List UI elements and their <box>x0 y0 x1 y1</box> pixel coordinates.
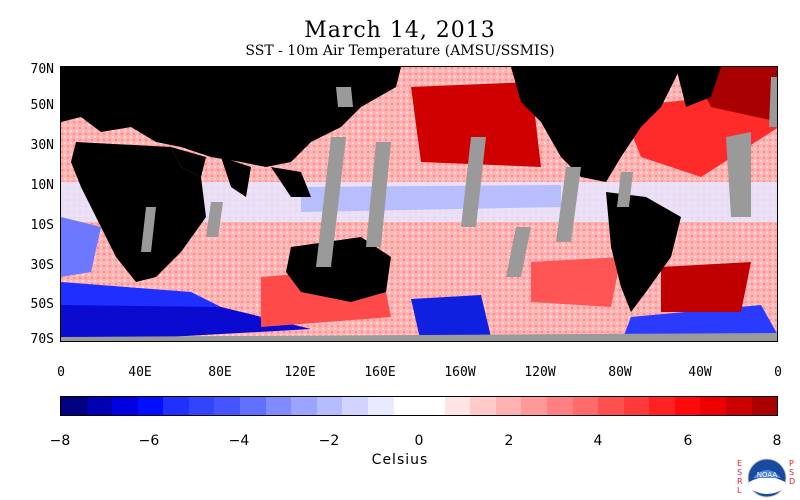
lon-label-80w: 80W <box>608 365 632 380</box>
colorbar-cell <box>444 397 471 415</box>
nodata-swath-3 <box>461 137 486 227</box>
colorbar-cell <box>521 397 547 415</box>
colorbar-cell <box>342 397 368 415</box>
pacific-cool-band <box>301 185 561 212</box>
colorbar-cell <box>214 397 241 415</box>
landmass-greenland <box>676 67 721 107</box>
landmass-seasia <box>271 167 311 197</box>
landmass-north-america <box>511 67 681 182</box>
colorbar-tick-neg4: −4 <box>228 433 250 449</box>
lat-label-30s: 30S <box>30 258 54 273</box>
colorbar-cell <box>316 397 343 415</box>
landmass-africa <box>71 142 206 282</box>
nodata-swath-2 <box>366 142 391 247</box>
logo-right-text: PSD <box>789 459 796 486</box>
nodata-swath-10 <box>769 77 777 127</box>
colorbar-cell <box>623 397 650 415</box>
colorbar-cell <box>674 397 701 415</box>
logo-left-text: ESRL <box>737 459 743 495</box>
lat-label-50n: 50N <box>30 98 54 113</box>
noaa-emblem-icon: NOAA <box>747 458 787 498</box>
colorbar-tick-neg2: −2 <box>318 433 340 449</box>
colorbar-cell <box>112 397 138 415</box>
lon-label-0-left: 0 <box>57 365 65 380</box>
map-canvas <box>61 67 777 341</box>
nodata-swath-7 <box>141 207 156 252</box>
lon-label-80e: 80E <box>208 365 232 380</box>
lon-label-120e: 120E <box>284 365 316 380</box>
colorbar-cell <box>495 397 522 415</box>
lon-label-160w: 160W <box>444 365 476 380</box>
nodata-swath-6 <box>726 132 751 217</box>
page-title: March 14, 2013 <box>304 18 496 43</box>
southern-ocean-cold-2 <box>61 305 311 341</box>
north-pacific-warm <box>411 82 541 167</box>
page-subtitle: SST - 10m Air Temperature (AMSU/SSMIS) <box>245 43 555 59</box>
esrl-psd-noaa-logo: ESRL NOAA PSD <box>735 457 797 499</box>
colorbar-cell <box>546 397 573 415</box>
colorbar-cell <box>649 397 675 415</box>
colorbar-tick-neg6: −6 <box>138 433 160 449</box>
colorbar-cell <box>393 397 420 415</box>
pacific-south-cold <box>411 295 491 341</box>
antarctic-edge <box>61 333 777 341</box>
nodata-swath-5 <box>556 167 581 242</box>
colorbar-cell <box>700 397 727 415</box>
colorbar-cell <box>419 397 445 415</box>
lon-label-160e: 160E <box>364 365 396 380</box>
colorbar-cell <box>86 397 113 415</box>
lat-label-70n: 70N <box>30 62 54 77</box>
colorbar-cell <box>572 397 599 415</box>
colorbar-cell <box>61 397 87 415</box>
landmass-south-america <box>606 192 681 312</box>
lon-label-40e: 40E <box>128 365 152 380</box>
colorbar-tick-6: 6 <box>683 433 693 449</box>
colorbar-tick-8: 8 <box>772 433 782 449</box>
colorbar <box>60 396 778 416</box>
noaa-emblem-text: NOAA <box>757 471 778 479</box>
colorbar-cell <box>163 397 189 415</box>
east-pacific-warm <box>531 257 621 307</box>
landmass-arabia <box>171 147 206 177</box>
lon-label-120w: 120W <box>524 365 556 380</box>
colorbar-title: Celsius <box>371 452 429 468</box>
colorbar-tick-2: 2 <box>504 433 514 449</box>
landmass-australia <box>286 237 391 302</box>
colorbar-cell <box>367 397 394 415</box>
nodata-swath-11 <box>617 172 633 207</box>
colorbar-cell <box>137 397 164 415</box>
colorbar-cell <box>265 397 292 415</box>
nodata-swath-4 <box>506 227 531 277</box>
nodata-swath-8 <box>206 202 223 237</box>
sst-anomaly-map <box>60 66 778 342</box>
lat-label-50s: 50S <box>30 297 54 312</box>
nodata-swath-1 <box>316 137 346 267</box>
north-atlantic-warm <box>621 92 777 177</box>
colorbar-tick-neg8: −8 <box>49 433 71 449</box>
colorbar-cell <box>240 397 266 415</box>
colorbar-cell <box>470 397 496 415</box>
lon-label-0-right: 0 <box>774 365 782 380</box>
lat-label-10n: 10N <box>30 178 54 193</box>
colorbar-cell <box>726 397 752 415</box>
scotia-cold <box>621 305 777 341</box>
lat-label-30n: 30N <box>30 138 54 153</box>
lat-label-70s: 70S <box>30 332 54 347</box>
landmass-india <box>221 157 251 197</box>
nodata-swath-9 <box>336 87 353 107</box>
colorbar-tick-4: 4 <box>593 433 603 449</box>
landmass-eurasia <box>61 67 401 167</box>
indian-cold <box>61 217 101 277</box>
south-atlantic-warm <box>661 262 751 312</box>
colorbar-cell <box>751 397 778 415</box>
colorbar-cell <box>291 397 317 415</box>
lon-label-40w: 40W <box>688 365 712 380</box>
colorbar-cell <box>598 397 624 415</box>
lat-label-10s: 10S <box>30 218 54 233</box>
colorbar-cell <box>188 397 215 415</box>
colorbar-tick-0: 0 <box>414 433 424 449</box>
